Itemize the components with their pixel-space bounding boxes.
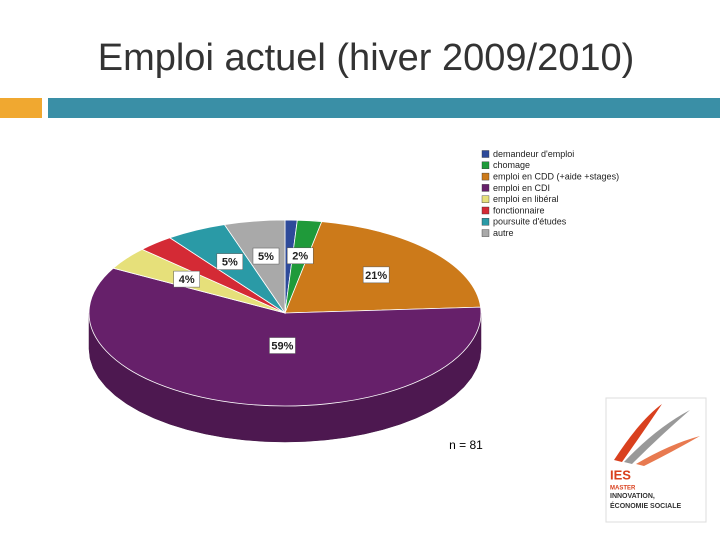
legend-swatch (481, 229, 490, 237)
logo-stroke (624, 410, 690, 464)
label-box (216, 253, 244, 270)
slide-title: Emploi actuel (hiver 2009/2010) (98, 37, 635, 79)
logo-text: MASTER (610, 486, 636, 492)
data-label: 21% (365, 270, 387, 282)
annotation: n = 81 (449, 438, 483, 452)
legend-swatch (481, 195, 490, 203)
pie-slice (223, 219, 286, 315)
legend-label: emploi en libéral (493, 194, 559, 204)
accent-bar (0, 98, 42, 118)
data-label: 2% (292, 251, 308, 263)
label-box (286, 247, 314, 265)
header-bar (48, 98, 720, 118)
legend-swatch (481, 218, 490, 226)
pie-slice (88, 267, 482, 407)
legend-swatch (481, 161, 490, 170)
logo-title: IES (610, 467, 631, 482)
data-label: 5% (258, 251, 274, 263)
pie: 2% 21% 59% 4% 5% 5% (88, 219, 482, 443)
logo-stroke (614, 404, 662, 462)
data-label: 4% (179, 274, 195, 286)
legend-swatch (481, 150, 490, 158)
label-box (269, 337, 296, 354)
legend-swatch (481, 184, 490, 192)
legend-label: demandeur d'emploi (493, 149, 574, 159)
data-label: 59% (271, 340, 293, 352)
legend-label: autre (493, 228, 514, 238)
legend-label: poursuite d'études (493, 217, 567, 227)
legend-label: emploi en CDD (+aide +stages) (493, 171, 619, 181)
legend-swatch (481, 172, 490, 181)
legend-label: chomage (493, 160, 530, 170)
logo-text: INNOVATION, (610, 493, 655, 500)
logo: IES MASTER INNOVATION, ÉCONOMIE SOCIALE (605, 397, 707, 523)
logo-stroke (636, 436, 700, 466)
label-box (362, 266, 390, 284)
data-label: 5% (222, 257, 238, 269)
label-box (252, 247, 280, 265)
logo-text: ÉCONOMIE SOCIALE (610, 501, 682, 510)
legend-label: emploi en CDI (493, 183, 550, 193)
legend-swatch (481, 206, 490, 215)
label-box (173, 270, 200, 288)
legend-label: fonctionnaire (493, 205, 545, 215)
